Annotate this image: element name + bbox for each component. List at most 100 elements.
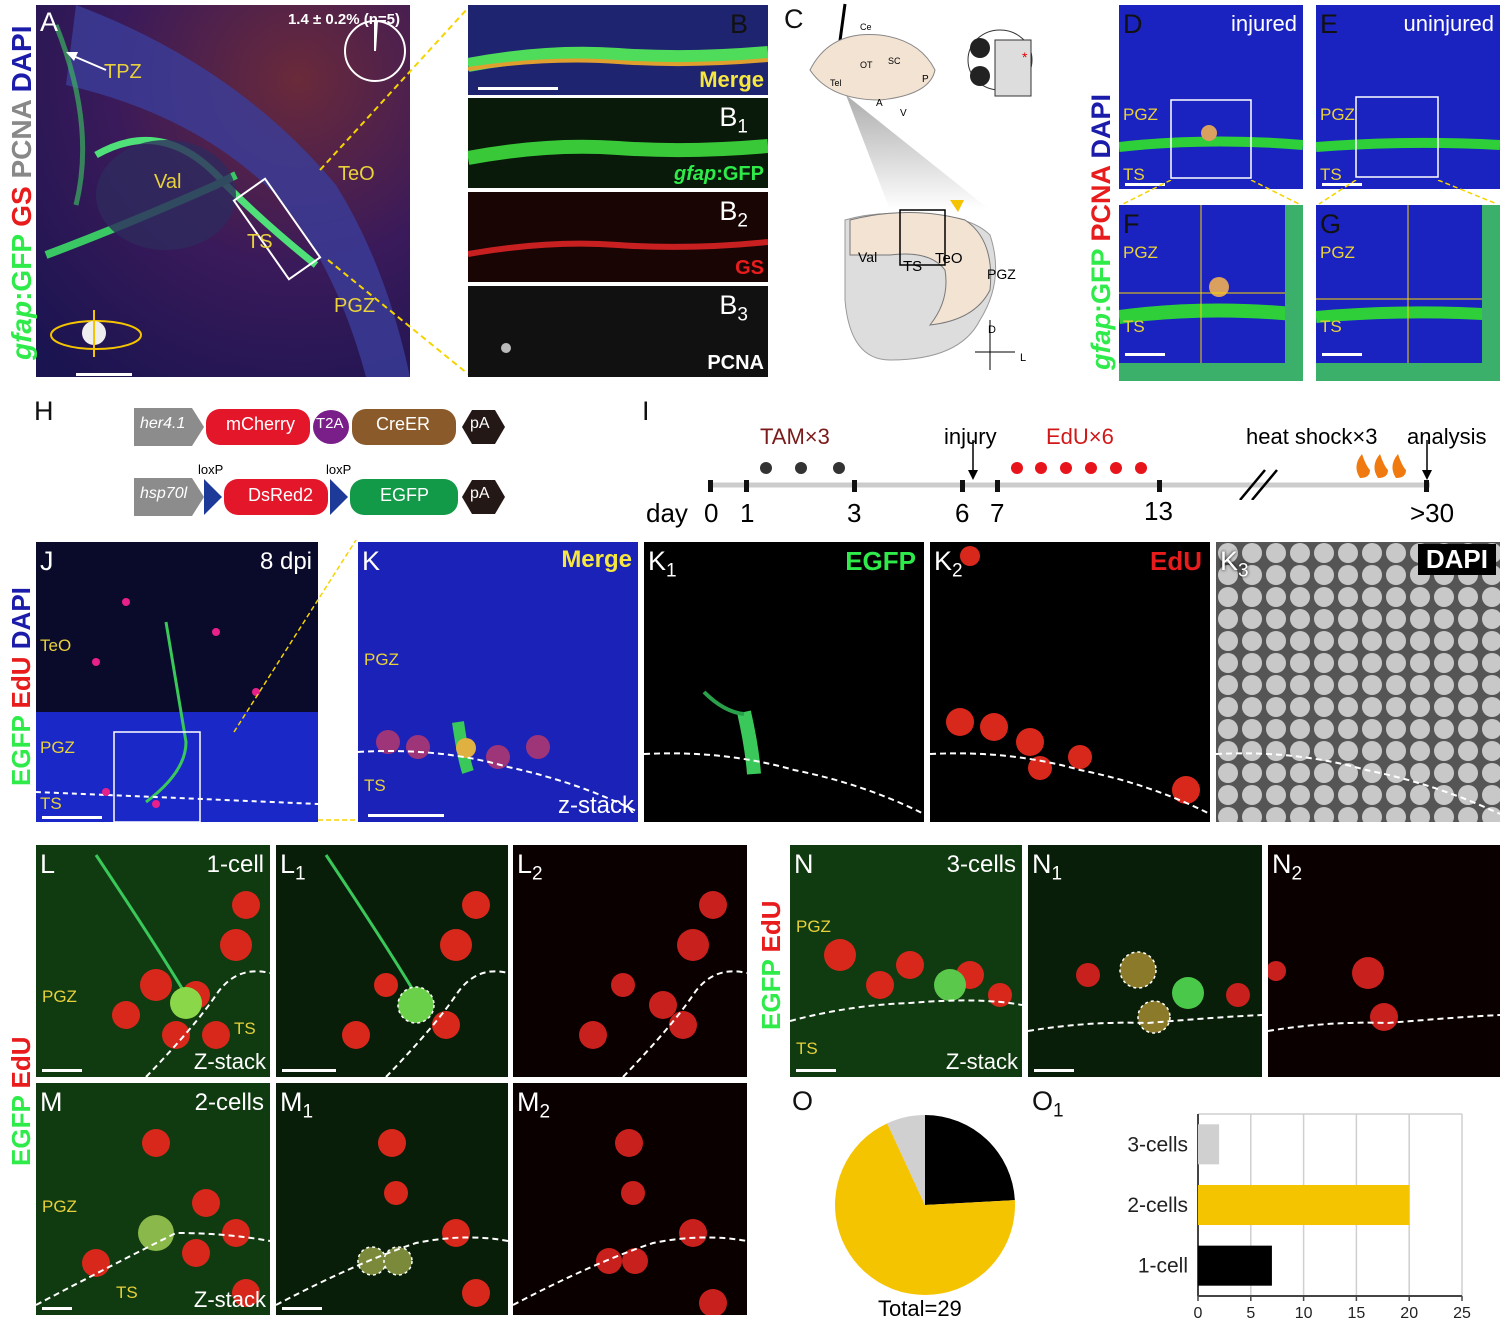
panel-letter-b2: B2 (719, 196, 748, 232)
panel-m-image: M 2-cells PGZ TS Z-stack (36, 1083, 270, 1315)
label-pgz: PGZ (40, 738, 75, 757)
x-tick-label: 10 (1295, 1305, 1313, 1322)
label-pgz: PGZ (334, 295, 376, 317)
label-pgz: PGZ (42, 1197, 77, 1216)
dapi-label: DAPI (1417, 544, 1496, 575)
heat-shock-label: heat shock×3 (1246, 424, 1378, 449)
day-13: 13 (1144, 496, 1173, 526)
svg-text:*: * (1022, 49, 1028, 65)
scale-bar (478, 87, 558, 90)
panel-a-image: A 1.4 ± 0.2% (n=5) TPZ Val TeO TS PGZ (36, 5, 410, 377)
scale-bar (1322, 353, 1362, 356)
label-ts: TS (1123, 317, 1145, 336)
panel-letter-k: K (362, 546, 381, 576)
edu-label: EdU (1150, 546, 1202, 576)
injury-schematic: * Val (809, 3, 1033, 370)
two-cells-label: 2-cells (194, 1089, 264, 1116)
construct-diagram (134, 408, 505, 516)
scale-bar (42, 1069, 82, 1072)
label-teo-schematic: TeO (935, 250, 963, 267)
panel-letter-j: J (40, 546, 54, 576)
panel-l1-image: L1 (276, 845, 508, 1077)
panel-letter-m: M (40, 1087, 63, 1117)
panel-letter-b: B (729, 9, 748, 39)
injured-label: injured (1230, 11, 1297, 36)
panel-letter-e: E (1320, 9, 1339, 39)
label-sc: SC (888, 56, 901, 66)
zstack-label: Z-stack (193, 1049, 266, 1074)
promoter-hsp70l: hsp70l (140, 485, 188, 502)
category-label: 1-cell (1138, 1255, 1188, 1278)
zoom-guides (319, 7, 469, 375)
gfp-label: gfap:GFP (674, 163, 764, 185)
panel-letter-f: F (1123, 209, 1140, 239)
scale-bar (282, 1069, 336, 1072)
panel-letter-k2: K2 (934, 546, 963, 582)
panel-b-merge: B Merge (468, 5, 768, 95)
label-pgz: PGZ (1123, 243, 1158, 262)
part-t2a: T2A (316, 415, 344, 432)
panel-j-stain-label: EGFP EdU DAPI (6, 587, 36, 786)
panel-e-uninjured: E uninjured PGZ TS (1316, 5, 1500, 189)
scale-bar (796, 1069, 836, 1072)
label-ts: TS (1320, 165, 1342, 184)
panel-letter-g: G (1320, 209, 1342, 239)
scale-bar (282, 1307, 322, 1310)
analysis-label: analysis (1407, 424, 1487, 449)
pie-chart (835, 1115, 1015, 1295)
zoom-guides-jk (233, 539, 357, 821)
bar-3-cells (1198, 1124, 1220, 1165)
part-egfp: EGFP (380, 485, 430, 505)
bar-1-cell (1198, 1245, 1272, 1286)
scale-bar (1034, 1069, 1074, 1072)
day-6: 6 (955, 498, 970, 528)
panel-n1-image: N1 (1028, 845, 1262, 1077)
panel-b1-gfp: B1 gfap:GFP (468, 98, 768, 188)
label-ts: TS (364, 776, 386, 795)
panel-k3-dapi: K3 DAPI (1216, 542, 1500, 822)
injury-label: injury (944, 424, 997, 449)
zstack-label: Z-stack (193, 1287, 266, 1312)
panel-letter-l1: L1 (280, 849, 306, 885)
panel-d-injured: D injured PGZ TS (1119, 5, 1303, 189)
panel-letter-o1: O1 (1032, 1086, 1064, 1122)
panel-b2-gs: B2 GS (468, 192, 768, 282)
part-dsred2: DsRed2 (248, 485, 314, 505)
label-teo: TeO (338, 163, 375, 185)
loxp-1: loxP (198, 462, 224, 477)
panel-letter-n1: N1 (1032, 849, 1063, 885)
part-mcherry: mCherry (226, 414, 296, 434)
panel-letter-l2: L2 (517, 849, 543, 885)
panel-b3-pcna: B3 PCNA (468, 286, 768, 377)
category-label: 3-cells (1127, 1133, 1188, 1156)
axis-d: D (988, 324, 996, 336)
zstack-label: z-stack (557, 792, 634, 819)
label-pgz: PGZ (1320, 243, 1355, 262)
panel-k1-egfp: K1 EGFP (644, 542, 924, 822)
label-ts: TS (247, 231, 273, 253)
label-pgz: PGZ (1320, 105, 1355, 124)
merge-label: Merge (699, 67, 764, 92)
panel-letter-b1: B1 (719, 102, 748, 138)
pie-total-label: Total=29 (878, 1296, 962, 1321)
label-ts: TS (796, 1039, 818, 1058)
day-7: 7 (990, 498, 1005, 528)
panel-n-image: N 3-cells PGZ TS Z-stack (790, 845, 1022, 1077)
category-label: 2-cells (1127, 1194, 1188, 1217)
label-ts: TS (1320, 317, 1342, 336)
scale-bar (42, 816, 102, 819)
panel-letter-h: H (34, 396, 54, 426)
x-tick-label: 25 (1453, 1305, 1471, 1322)
gs-label: GS (735, 257, 764, 279)
label-pgz: PGZ (796, 917, 831, 936)
panel-lm-stain-label: EGFP EdU (6, 1036, 36, 1166)
axis-l: L (1020, 352, 1027, 364)
scale-bar (368, 814, 444, 817)
label-ts: TS (234, 1019, 256, 1038)
egfp-label: EGFP (845, 546, 916, 576)
loxp-2: loxP (326, 462, 352, 477)
brain-section-image (36, 5, 410, 377)
x-tick-label: 5 (1246, 1305, 1255, 1322)
scale-bar (1125, 183, 1165, 186)
three-cells-label: 3-cells (946, 851, 1016, 878)
